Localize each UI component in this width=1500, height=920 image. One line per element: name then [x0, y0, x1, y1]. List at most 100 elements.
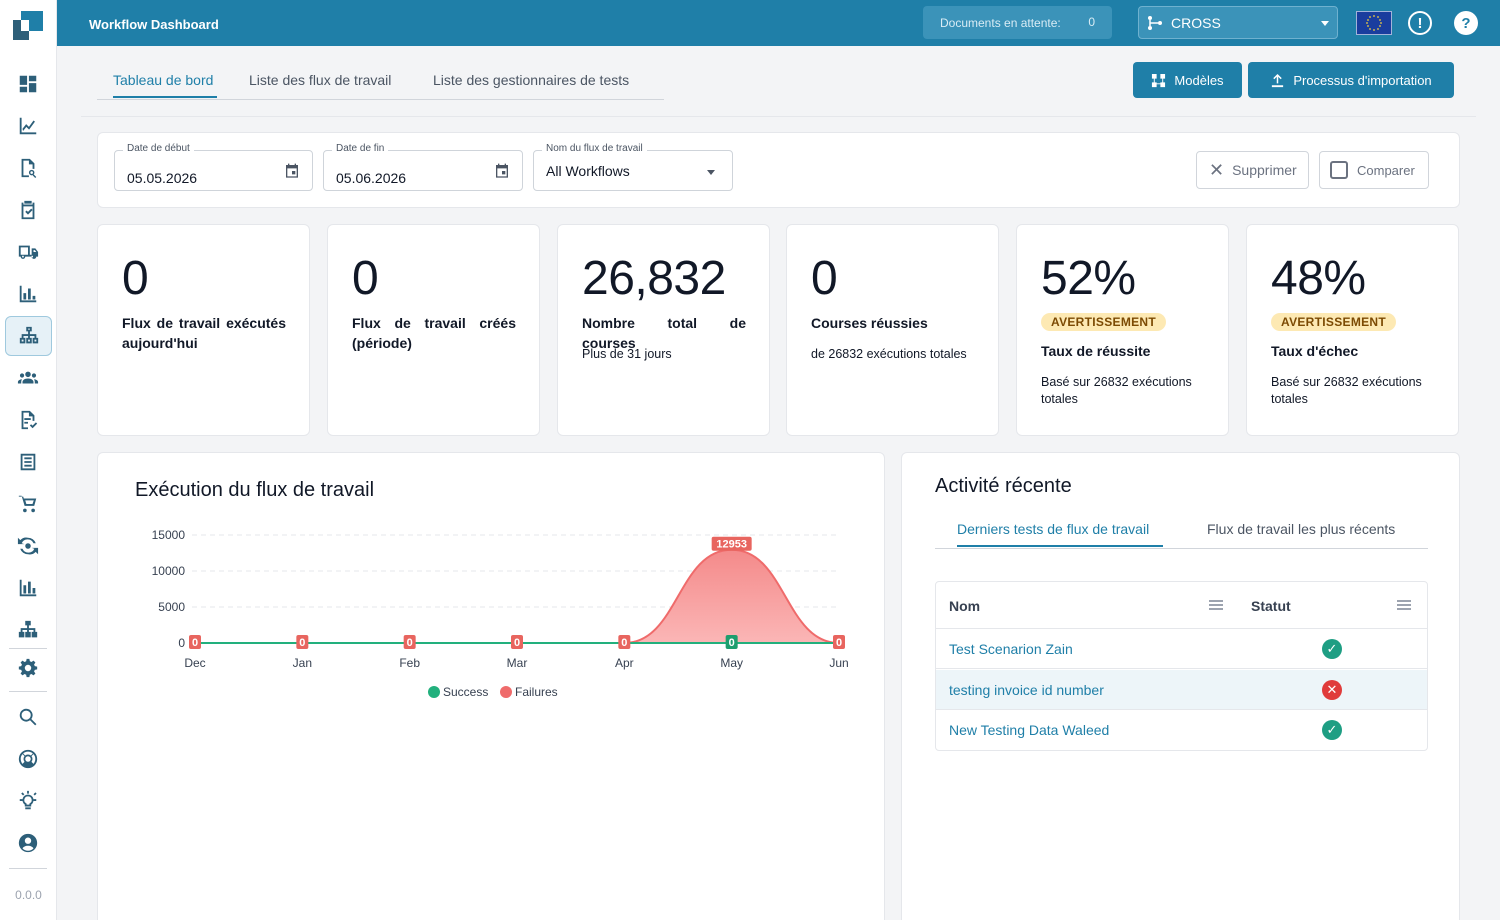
help-icon[interactable]: ? — [1454, 11, 1478, 35]
alert-icon[interactable]: ! — [1408, 11, 1432, 35]
delete-button[interactable]: ✕ Supprimer — [1196, 151, 1309, 189]
calendar-icon[interactable] — [284, 163, 300, 179]
tab-workflow-list[interactable]: Liste des flux de travail — [249, 72, 392, 88]
bar-chart-icon[interactable] — [12, 278, 44, 310]
workflow-name-label: Nom du flux de travail — [542, 143, 647, 154]
stat-value: 48% — [1271, 252, 1366, 305]
end-date-value: 05.06.2026 — [336, 170, 407, 186]
stat-value: 0 — [811, 252, 838, 305]
stat-label: Nombre total de courses — [582, 315, 746, 351]
row-name-link[interactable]: testing invoice id number — [949, 682, 1104, 698]
stat-label: Courses réussies — [811, 315, 928, 331]
stat-value: 0 — [352, 252, 379, 305]
failures-data-label-bg — [511, 635, 523, 649]
sidebar-divider — [9, 868, 47, 869]
stat-label: Flux de travail exécutés aujourd'hui — [122, 315, 286, 351]
stat-card-total-runs: 26,832 Nombre total de courses Plus de 3… — [557, 224, 770, 436]
stat-subtext: de 26832 exécutions totales — [811, 347, 967, 361]
compare-toggle[interactable]: Comparer — [1319, 151, 1429, 189]
cart-icon[interactable] — [12, 488, 44, 520]
failures-data-label: 0 — [621, 637, 627, 649]
line-chart-icon[interactable] — [12, 110, 44, 142]
header-divider — [81, 116, 1476, 117]
column-menu-icon[interactable] — [1397, 600, 1411, 610]
compare-checkbox[interactable] — [1330, 161, 1348, 179]
delete-button-label: Supprimer — [1232, 162, 1297, 178]
stat-card-created-period: 0 Flux de travail créés (période) — [327, 224, 540, 436]
failures-data-label: 0 — [836, 637, 842, 649]
failures-area — [195, 549, 839, 643]
failures-data-label-bg — [711, 536, 752, 551]
lightbulb-icon[interactable] — [12, 785, 44, 817]
calendar-icon[interactable] — [494, 163, 510, 179]
settings-icon[interactable] — [12, 652, 44, 684]
sidebar-divider — [9, 648, 47, 649]
x-tick-label: Jun — [829, 656, 848, 670]
table-row[interactable]: New Testing Data Waleed ✓ — [936, 710, 1427, 750]
y-tick-label: 0 — [178, 636, 185, 650]
workflow-name-select[interactable]: Nom du flux de travail All Workflows — [533, 143, 733, 191]
stat-value: 26,832 — [582, 252, 726, 305]
column-menu-icon[interactable] — [1209, 600, 1223, 610]
account-icon[interactable] — [12, 827, 44, 859]
activity-title: Activité récente — [935, 475, 1072, 497]
stat-subtext: Plus de 31 jours — [582, 347, 672, 361]
document-search-icon[interactable] — [12, 152, 44, 184]
tab-dashboard[interactable]: Tableau de bord — [113, 72, 214, 88]
legend-failures-label: Failures — [515, 685, 558, 699]
app-logo[interactable] — [12, 10, 44, 42]
workflow-name-value: All Workflows — [546, 163, 630, 179]
failures-data-label: 0 — [514, 637, 520, 649]
stat-label: Flux de travail créés (période) — [352, 315, 516, 351]
dashboard-tabs: Tableau de bord Liste des flux de travai… — [97, 60, 664, 100]
list-icon[interactable] — [12, 446, 44, 478]
end-date-field[interactable]: Date de fin 05.06.2026 — [323, 143, 523, 191]
column-status-header[interactable]: Statut — [1251, 598, 1291, 614]
top-bar: Workflow Dashboard Documents en attente:… — [57, 0, 1500, 46]
activity-table: Nom Statut Test Scenarion Zain ✓ testing… — [935, 581, 1428, 751]
chevron-down-icon — [1321, 21, 1329, 26]
sync-icon[interactable] — [12, 530, 44, 562]
row-name-link[interactable]: Test Scenarion Zain — [949, 641, 1073, 657]
success-check-icon: ✓ — [1322, 720, 1342, 740]
stat-card-failure-rate: 48% AVERTISSEMENT Taux d'échec Basé sur … — [1246, 224, 1459, 436]
success-data-label-bg — [725, 635, 738, 649]
truck-icon[interactable] — [12, 236, 44, 268]
import-process-button[interactable]: Processus d'importation — [1248, 62, 1454, 98]
failures-data-label: 0 — [407, 637, 413, 649]
y-tick-label: 15000 — [152, 528, 186, 542]
users-icon[interactable] — [12, 362, 44, 394]
clipboard-check-icon[interactable] — [12, 194, 44, 226]
start-date-label: Date de début — [123, 143, 194, 154]
failure-x-icon: ✕ — [1322, 680, 1342, 700]
row-name-link[interactable]: New Testing Data Waleed — [949, 722, 1110, 738]
support-icon[interactable] — [12, 743, 44, 775]
table-row[interactable]: Test Scenarion Zain ✓ — [936, 629, 1427, 669]
tab-latest-tests[interactable]: Derniers tests de flux de travail — [957, 521, 1150, 537]
search-icon[interactable] — [12, 701, 44, 733]
column-name-header[interactable]: Nom — [949, 598, 981, 614]
failures-data-label: 0 — [299, 637, 305, 649]
pending-documents[interactable]: Documents en attente: 0 — [923, 6, 1112, 39]
tab-test-managers[interactable]: Liste des gestionnaires de tests — [433, 72, 630, 88]
failures-data-label-bg — [403, 635, 416, 649]
hierarchy-icon[interactable] — [12, 614, 44, 646]
success-check-icon: ✓ — [1322, 639, 1342, 659]
tenant-select[interactable]: CROSS — [1138, 6, 1338, 39]
workflow-icon[interactable] — [5, 316, 52, 356]
end-date-label: Date de fin — [332, 143, 389, 154]
analytics-icon[interactable] — [12, 572, 44, 604]
tab-active-indicator — [957, 545, 1163, 547]
tab-recent-workflows[interactable]: Flux de travail les plus récents — [1207, 521, 1396, 537]
document-check-icon[interactable] — [12, 404, 44, 436]
x-tick-label: Dec — [184, 656, 205, 670]
dashboard-icon[interactable] — [12, 68, 44, 100]
stat-subtext: Basé sur 26832 exécutions totales — [1041, 375, 1192, 406]
table-row[interactable]: testing invoice id number ✕ — [936, 670, 1427, 710]
chart-title: Exécution du flux de travail — [135, 479, 375, 501]
failures-data-label-bg — [833, 635, 845, 649]
start-date-field[interactable]: Date de début 05.05.2026 — [114, 143, 313, 191]
models-button[interactable]: Modèles — [1133, 62, 1242, 98]
eu-flag-icon[interactable] — [1356, 11, 1392, 35]
